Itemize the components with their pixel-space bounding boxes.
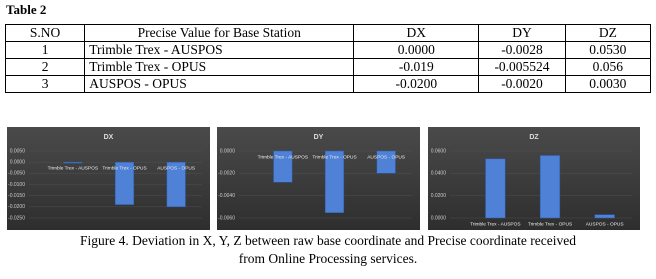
table-title: Table 2: [6, 2, 47, 17]
chart-panel: DX 0.0050 0.0000 -0.0050 -0.0100 -0.0150 -0.02…: [7, 127, 210, 230]
chart: DZ 0.0600 0.0400 0.0200 0.0000 Trimble Trex -…: [431, 134, 632, 227]
bar: [594, 214, 615, 219]
bar: [273, 150, 293, 183]
x-tick-label: Trimble Trex - AUSPOS: [470, 221, 520, 227]
chart: DX 0.0050 0.0000 -0.0050 -0.0100 -0.0150 -0.02…: [8, 134, 202, 221]
bar: [114, 161, 135, 205]
y-tick-label: 0.0000: [220, 148, 236, 154]
table-row: 1 Trimble Trex - AUSPOS 0.0000 -0.0028 0.053…: [4, 41, 652, 59]
table-cell: -0.0200: [353, 75, 480, 93]
x-tick-label: AUSPOS - OPUS: [157, 165, 195, 171]
x-tick-label: Trimble Trex - AUSPOS: [258, 154, 308, 160]
y-tick-label: 0.0000: [431, 215, 447, 221]
y-tick-label: 0.0600: [431, 148, 447, 154]
bar: [166, 161, 186, 208]
table-row: 2 Trimble Trex - OPUS -0.019 -0.005524 0.056: [4, 58, 652, 76]
y-tick-label: -0.0100: [8, 182, 25, 188]
table-cell: -0.0020: [478, 75, 566, 93]
chart-title: DZ: [529, 134, 539, 141]
x-tick-label: Trimble Trex - OPUS: [312, 154, 356, 160]
table-cell: 1: [4, 41, 86, 59]
y-tick-label: 0.0400: [431, 171, 447, 177]
x-tick-label: AUSPOS - OPUS: [367, 154, 405, 160]
table: S.NO Precise Value for Base Station DX DY DZ…: [4, 24, 652, 93]
table-cell: 0.0000: [353, 41, 480, 59]
table-cell: -0.0028: [478, 41, 566, 59]
header-cell: DZ: [564, 24, 652, 42]
table-cell: Trimble Trex - OPUS: [84, 58, 355, 76]
table-cell: -0.019: [353, 58, 480, 76]
y-tick-label: -0.0200: [8, 204, 25, 210]
bar: [539, 155, 561, 219]
y-tick-label: -0.0050: [8, 171, 25, 177]
y-tick-label: -0.0150: [8, 193, 25, 199]
table-row: S.NO Precise Value for Base Station DX DY DZ: [4, 24, 652, 42]
y-tick-label: -0.0250: [8, 215, 25, 221]
bar: [63, 161, 83, 164]
y-tick-label: 0.0200: [431, 193, 447, 199]
y-tick-label: -0.0020: [218, 171, 235, 177]
chart-title: DX: [104, 134, 114, 141]
chart-title: DY: [314, 134, 324, 141]
y-tick-label: 0.0050: [10, 148, 26, 154]
y-tick-label: -0.0060: [218, 215, 235, 221]
table-cell: 2: [4, 58, 86, 76]
caption-line: from Online Processing services.: [238, 251, 418, 266]
chart-panel: DY 0.0000 -0.0020 -0.0040 -0.0060 Trimble Tre…: [217, 127, 420, 230]
caption-line: Figure 4. Deviation in X, Y, Z between r…: [80, 233, 576, 248]
bar: [485, 158, 506, 219]
bar: [324, 150, 345, 213]
x-tick-label: AUSPOS - OPUS: [586, 221, 624, 227]
header-cell: Precise Value for Base Station: [84, 24, 355, 42]
bar: [376, 150, 396, 174]
table-cell: AUSPOS - OPUS: [84, 75, 355, 93]
x-tick-label: Trimble Trex - OPUS: [102, 165, 146, 171]
table-row: 3 AUSPOS - OPUS -0.0200 -0.0020 0.0030: [4, 75, 652, 93]
header-cell: DX: [353, 24, 480, 42]
table-cell: -0.005524: [478, 58, 566, 76]
table-cell: Trimble Trex - AUSPOS: [84, 41, 355, 59]
chart: DY 0.0000 -0.0020 -0.0040 -0.0060 Trimble Tre…: [218, 134, 412, 221]
table-cell: 0.0030: [564, 75, 652, 93]
header-cell: DY: [478, 24, 566, 42]
chart-panel: DZ 0.0600 0.0400 0.0200 0.0000 Trimble Trex -…: [428, 127, 640, 230]
table-cell: 0.0530: [564, 41, 652, 59]
y-tick-label: -0.0040: [218, 193, 235, 199]
x-tick-label: Trimble Trex - AUSPOS: [48, 165, 98, 171]
header-cell: S.NO: [4, 24, 86, 42]
x-tick-label: Trimble Trex - OPUS: [528, 221, 572, 227]
table-cell: 3: [4, 75, 86, 93]
y-tick-label: 0.0000: [10, 159, 26, 165]
table-cell: 0.056: [564, 58, 652, 76]
